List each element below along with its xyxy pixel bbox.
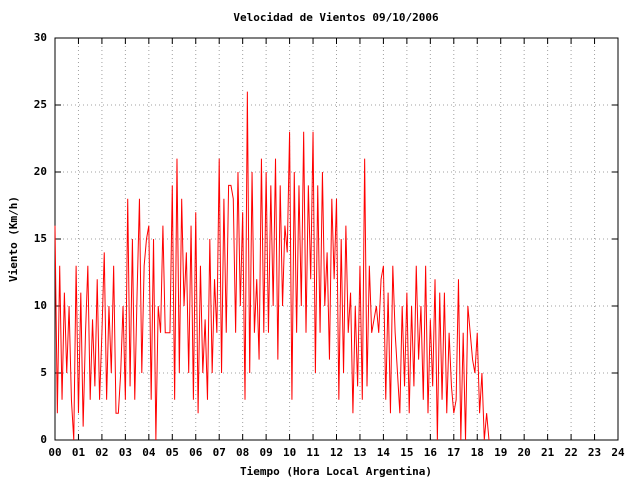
x-tick-label: 01 [72, 446, 86, 459]
x-tick-label: 03 [119, 446, 132, 459]
x-tick-label: 12 [330, 446, 343, 459]
x-tick-label: 00 [48, 446, 61, 459]
x-tick-label: 21 [541, 446, 555, 459]
x-tick-label: 08 [236, 446, 249, 459]
y-tick-label: 15 [34, 232, 47, 245]
y-tick-label: 0 [40, 433, 47, 446]
x-axis-label: Tiempo (Hora Local Argentina) [240, 465, 432, 478]
x-tick-label: 04 [142, 446, 156, 459]
chart-title: Velocidad de Vientos 09/10/2006 [233, 11, 439, 24]
x-tick-label: 14 [377, 446, 391, 459]
y-tick-label: 25 [34, 98, 47, 111]
x-tick-label: 15 [400, 446, 413, 459]
x-tick-label: 13 [353, 446, 366, 459]
x-tick-label: 10 [283, 446, 296, 459]
x-tick-label: 16 [424, 446, 438, 459]
wind-line [54, 91, 490, 441]
x-tick-label: 24 [611, 446, 625, 459]
x-tick-label: 20 [518, 446, 531, 459]
x-tick-label: 05 [166, 446, 179, 459]
x-tick-label: 02 [95, 446, 108, 459]
x-tick-label: 17 [447, 446, 460, 459]
y-axis-label: Viento (Km/h) [7, 196, 20, 282]
y-tick-label: 10 [34, 299, 47, 312]
y-tick-label: 5 [40, 366, 47, 379]
x-tick-label: 06 [189, 446, 203, 459]
y-tick-label: 20 [34, 165, 47, 178]
y-tick-label: 30 [34, 31, 47, 44]
x-tick-label: 07 [213, 446, 226, 459]
x-tick-label: 11 [306, 446, 320, 459]
x-tick-label: 19 [494, 446, 507, 459]
x-tick-label: 22 [564, 446, 577, 459]
x-tick-label: 09 [260, 446, 273, 459]
x-tick-label: 18 [471, 446, 484, 459]
x-tick-label: 23 [588, 446, 601, 459]
